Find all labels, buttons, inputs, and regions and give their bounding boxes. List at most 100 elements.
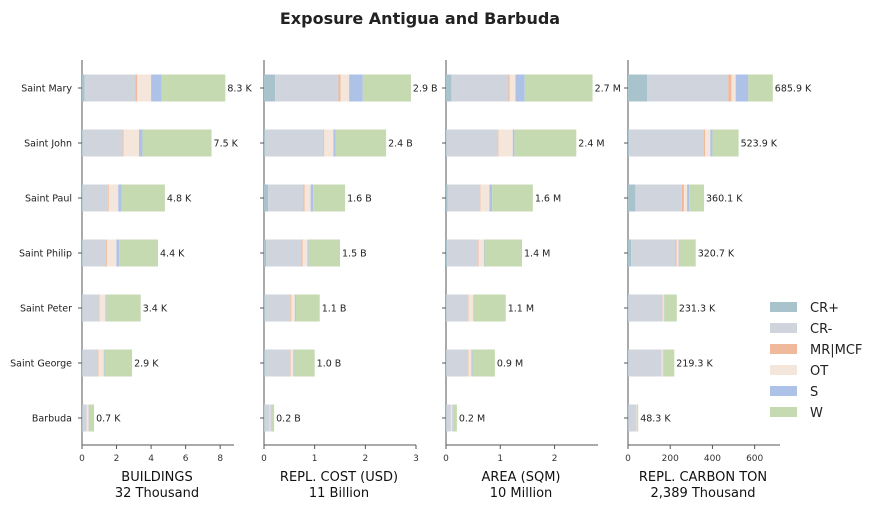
bar-segment (270, 404, 272, 432)
bar-segment (681, 184, 684, 212)
bar-segment (710, 129, 713, 157)
bar-segment (492, 184, 533, 212)
legend-swatch (770, 344, 797, 354)
x-tick-label: 2 (552, 454, 558, 464)
chart-panel: 0 1 2 2.7 M 2.4 M 1.6 M 1.4 M 1.1 M 0.9 M 0.2 M AR… (442, 60, 621, 501)
bar-segment (484, 239, 522, 267)
bar-segment (323, 129, 325, 157)
bar-segment (628, 129, 630, 157)
bar-segment (290, 349, 291, 377)
bar-segment (82, 294, 83, 322)
bar-segment (82, 239, 107, 267)
bar-segment (104, 349, 133, 377)
bar-segment (631, 239, 676, 267)
bar-segment (82, 349, 83, 377)
x-tick-label: 0 (261, 454, 267, 464)
region-label: Saint Peter (20, 304, 72, 315)
bar-segment (446, 404, 447, 432)
bar-segment (512, 129, 515, 157)
data-label: 0.9 M (497, 359, 523, 370)
bar-segment (265, 129, 324, 157)
chart-panels: Saint Mary Saint John Saint Paul Saint Phil… (10, 60, 812, 501)
bar-segment (118, 184, 122, 212)
bar-segment (446, 349, 469, 377)
bar-segment (628, 404, 637, 432)
bar-segment (294, 294, 296, 322)
bar-segment (450, 404, 453, 432)
bar-segment (515, 74, 525, 102)
bar-segment (704, 129, 706, 157)
region-label: Barbuda (32, 414, 72, 425)
bar-segment (661, 349, 663, 377)
bar-segment (679, 239, 696, 267)
bar-segment (446, 184, 448, 212)
bar-segment (340, 74, 350, 102)
bar-segment (498, 129, 499, 157)
data-label: 320.7 K (698, 249, 735, 260)
data-label: 0.2 B (276, 414, 301, 425)
bar-segment (161, 74, 226, 102)
bar-segment (663, 349, 675, 377)
bar-segment (121, 184, 165, 212)
x-axis-subtitle: 2,389 Thousand (651, 486, 756, 501)
bar-segment (264, 349, 266, 377)
data-label: 2.9 K (134, 359, 159, 370)
x-axis-label: AREA (SQM) (481, 470, 560, 485)
x-axis-subtitle: 10 Million (490, 486, 553, 501)
legend-item: MR|MCF (770, 343, 862, 358)
data-label: 0.2 M (459, 414, 485, 425)
bar-segment (116, 239, 120, 267)
x-axis-label: REPL. COST (USD) (280, 470, 398, 485)
bar-segment (268, 184, 304, 212)
bar-segment (705, 129, 711, 157)
data-label: 360.1 K (706, 194, 743, 205)
legend-item: OT (770, 364, 828, 379)
x-tick-label: 6 (183, 454, 189, 464)
bar-segment (629, 129, 704, 157)
legend: CR+ CR- MR|MCF OT SW (770, 301, 862, 421)
bar-segment (447, 184, 481, 212)
legend-item: CR- (770, 322, 833, 337)
bar-segment (471, 349, 473, 377)
bar-segment (302, 239, 308, 267)
bar-segment (82, 349, 99, 377)
bar-segment (135, 74, 138, 102)
bar-segment (468, 294, 474, 322)
bar-segment (82, 239, 83, 267)
data-label: 219.3 K (676, 359, 713, 370)
bar-segment (335, 129, 387, 157)
bar-segment (509, 74, 516, 102)
bar-segment (514, 129, 577, 157)
bar-segment (269, 404, 271, 432)
bar-segment (98, 349, 104, 377)
chart-panel: 0 200 400 600 685.9 K 523.9 K 360.1 K 320.7 K 23… (624, 60, 812, 501)
x-axis-label: REPL. CARBON TON (639, 470, 767, 485)
data-label: 1.6 M (535, 194, 561, 205)
bar-segment (82, 74, 85, 102)
bar-segment (107, 184, 109, 212)
bar-segment (107, 239, 117, 267)
data-label: 231.3 K (679, 304, 716, 315)
bar-segment (310, 184, 314, 212)
chart-panel: 0 1 2 3 2.9 B 2.4 B 1.6 B 1.5 B 1.1 B 1.0 B 0.2 B R… (260, 60, 438, 501)
bar-segment (313, 184, 346, 212)
bar-segment (489, 184, 493, 212)
legend-label: MR|MCF (810, 343, 862, 358)
bar-segment (731, 74, 736, 102)
bar-segment (662, 294, 664, 322)
bar-segment (264, 74, 276, 102)
data-label: 1.4 M (524, 249, 550, 260)
bar-segment (264, 404, 265, 432)
data-label: 1.1 M (508, 304, 534, 315)
bar-segment (687, 184, 690, 212)
data-label: 1.0 B (317, 359, 342, 370)
bar-segment (628, 294, 629, 322)
bar-segment (82, 294, 99, 322)
x-tick-label: 1 (312, 454, 318, 464)
bar-segment (524, 74, 593, 102)
bar-segment (676, 239, 679, 267)
bar-segment (98, 349, 99, 377)
data-label: 1.1 B (322, 304, 347, 315)
bar-segment (264, 184, 269, 212)
data-label: 7.5 K (214, 139, 239, 150)
